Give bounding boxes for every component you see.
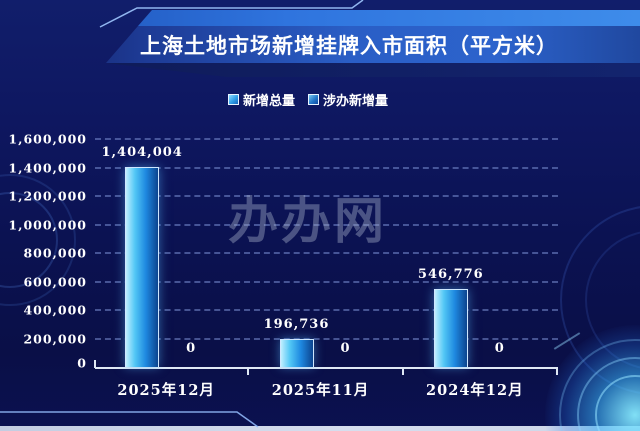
- chart-legend: 新增总量 涉办新增量: [0, 90, 616, 109]
- bottom-strip-decoration: [0, 426, 640, 431]
- bar-新增总量-2: [279, 339, 314, 367]
- y-tick-label: 1,600,000: [8, 131, 87, 147]
- legend-swatch-series2-icon: [308, 94, 319, 105]
- y-tick-label: 0: [77, 355, 87, 371]
- x-axis-line: [95, 367, 558, 369]
- y-tick-label: 600,000: [23, 274, 87, 289]
- watermark: 办办网: [228, 193, 387, 249]
- zero-value-label: 0: [186, 341, 197, 356]
- category-label: 2025年12月: [117, 382, 215, 399]
- legend-item-series1: 新增总量: [227, 90, 295, 109]
- legend-label-series2: 涉办新增量: [323, 93, 389, 108]
- gridline: [95, 280, 558, 283]
- gridline: [95, 337, 558, 340]
- bar-新增总量-3: [433, 289, 468, 367]
- y-tick-label: 800,000: [23, 245, 87, 261]
- legend-swatch-series1-icon: [227, 94, 239, 105]
- bar-value-label: 196,736: [263, 317, 330, 332]
- y-tick-label: 1,000,000: [8, 217, 87, 232]
- gridline: [95, 195, 558, 197]
- gridline: [95, 138, 558, 140]
- page-title: 上海土地市场新增挂牌入市面积（平方米）: [140, 35, 558, 58]
- gridline: [95, 223, 558, 226]
- bar-value-label: 546,776: [417, 267, 484, 282]
- y-axis-stub: [94, 360, 96, 368]
- axis-tick: [401, 369, 404, 375]
- y-tick-label: 1,400,000: [8, 160, 87, 175]
- y-tick-label: 400,000: [23, 302, 87, 318]
- zero-value-label: 0: [494, 341, 505, 356]
- category-label: 2025年11月: [271, 382, 370, 399]
- gridline: [95, 309, 558, 311]
- y-tick-label: 200,000: [23, 331, 87, 346]
- zero-value-label: 0: [340, 341, 351, 356]
- bar-value-label: 1,404,004: [101, 145, 183, 160]
- legend-label-series1: 新增总量: [242, 93, 295, 108]
- gridline: [95, 252, 558, 254]
- corner-glow-decoration: [545, 325, 640, 431]
- y-tick-label: 1,200,000: [8, 188, 87, 204]
- gridline: [95, 166, 558, 169]
- legend-item-series2: 涉办新增量: [308, 90, 388, 109]
- axis-tick: [247, 369, 250, 375]
- category-label: 2024年12月: [426, 382, 524, 399]
- bar-新增总量-1: [125, 167, 160, 367]
- axis-tick: [556, 369, 558, 375]
